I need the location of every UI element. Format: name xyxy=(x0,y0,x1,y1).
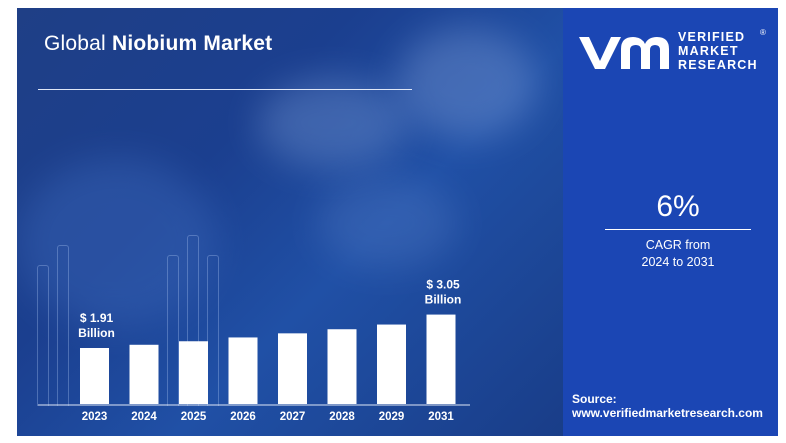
brand-name-line-3: RESEARCH xyxy=(678,58,758,72)
bar-2026 xyxy=(228,337,258,404)
background-test-tube xyxy=(57,245,69,406)
x-tick-label: 2025 xyxy=(181,411,207,423)
x-tick-label: 2029 xyxy=(379,411,405,423)
bar-2027 xyxy=(278,333,307,404)
title-divider xyxy=(38,89,412,90)
chart-title-prefix: Global xyxy=(44,32,106,55)
brand-name-line-1: VERIFIED xyxy=(678,30,746,44)
bar-2031 xyxy=(426,314,456,404)
bar-2025 xyxy=(179,341,208,404)
x-tick-label: 2031 xyxy=(428,411,454,423)
registered-mark: ® xyxy=(760,28,766,37)
cagr-divider xyxy=(605,229,751,230)
source-label: Source: xyxy=(572,392,617,406)
x-tick-label: 2026 xyxy=(230,411,256,423)
x-tick-label: 2024 xyxy=(131,411,157,423)
data-label: Billion xyxy=(78,326,115,340)
background-glow xyxy=(397,28,537,138)
bar-2024 xyxy=(129,344,159,404)
x-tick-label: 2023 xyxy=(82,411,108,423)
x-tick-label: 2028 xyxy=(329,411,355,423)
background-test-tube xyxy=(187,235,199,406)
bar-2023 xyxy=(80,348,109,404)
bar-2029 xyxy=(377,324,406,404)
background-test-tube xyxy=(207,255,219,406)
cagr-label-line-1: CAGR from xyxy=(645,238,711,252)
x-tick-label: 2027 xyxy=(280,411,306,423)
chart-title-emphasis: Niobium Market xyxy=(111,32,273,55)
background-glow xyxy=(257,78,407,168)
info-panel xyxy=(563,8,778,436)
background-glow xyxy=(317,178,457,268)
bar-2028 xyxy=(327,329,357,404)
data-label: $ 3.05 xyxy=(426,278,460,292)
cagr-label-line-2: 2024 to 2031 xyxy=(641,255,715,269)
vmr-logo-icon xyxy=(579,37,669,69)
background-test-tube xyxy=(167,255,179,406)
data-label: $ 1.91 xyxy=(80,311,114,325)
data-label: Billion xyxy=(425,293,462,307)
background-test-tube xyxy=(37,265,49,406)
brand-name-line-2: MARKET xyxy=(678,44,739,58)
cagr-value: 6% xyxy=(656,190,700,223)
background-glow xyxy=(17,158,217,328)
chart-title: Global Niobium Market xyxy=(44,32,272,56)
source-url[interactable]: www.verifiedmarketresearch.com xyxy=(572,406,763,420)
